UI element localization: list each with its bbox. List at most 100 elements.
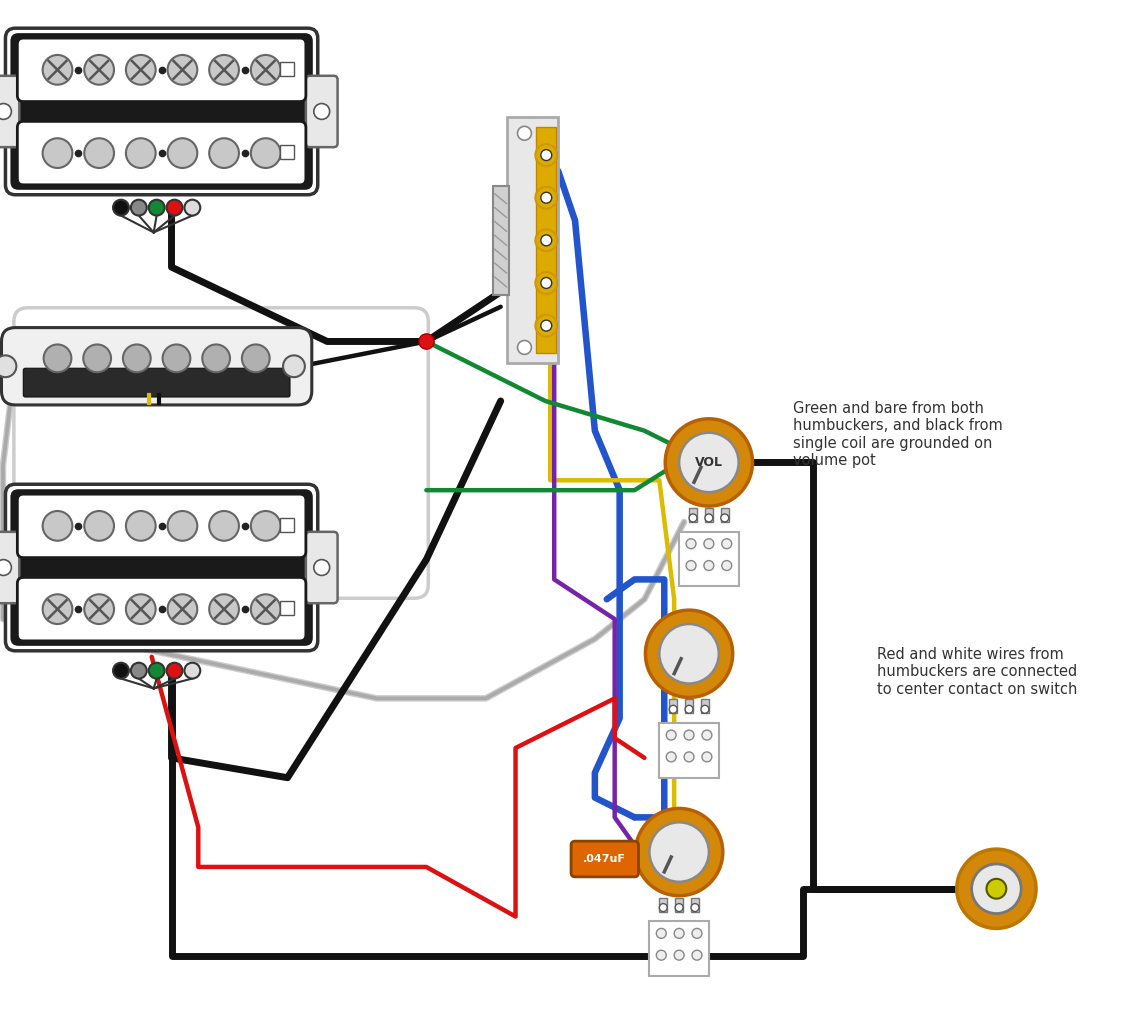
Circle shape [85,594,114,624]
Circle shape [659,904,667,911]
Circle shape [685,705,693,713]
Circle shape [202,344,230,372]
FancyBboxPatch shape [17,494,306,558]
Bar [680,532,738,586]
Bar [685,699,693,713]
FancyBboxPatch shape [0,532,19,604]
Circle shape [149,200,165,215]
Circle shape [674,929,684,938]
Circle shape [283,356,305,377]
Circle shape [123,344,150,372]
Circle shape [541,235,552,246]
Text: VOL: VOL [694,456,723,468]
Circle shape [956,849,1036,929]
FancyBboxPatch shape [17,577,306,641]
Bar [280,62,294,76]
Bar [280,602,294,615]
Circle shape [686,539,695,548]
Circle shape [43,55,72,85]
Circle shape [209,594,239,624]
Circle shape [702,752,712,762]
FancyBboxPatch shape [6,484,317,651]
Bar [704,508,712,522]
Circle shape [84,344,111,372]
Circle shape [649,822,709,882]
Circle shape [721,561,732,571]
Text: Green and bare from both
humbuckers, and black from
single coil are grounded on
: Green and bare from both humbuckers, and… [794,401,1003,468]
FancyBboxPatch shape [10,33,313,190]
Circle shape [665,419,753,506]
Circle shape [251,594,281,624]
Circle shape [251,55,281,85]
Circle shape [646,610,733,697]
Circle shape [689,514,697,522]
Circle shape [131,200,147,215]
Circle shape [535,230,558,251]
Bar [669,699,677,713]
Bar [492,186,508,295]
Circle shape [184,200,200,215]
Circle shape [721,539,732,548]
Bar [659,898,667,911]
FancyBboxPatch shape [24,368,290,397]
Bar [675,898,683,911]
Circle shape [535,145,558,166]
Circle shape [517,126,532,140]
Circle shape [126,511,156,541]
Circle shape [167,663,183,679]
Bar [536,127,557,354]
FancyBboxPatch shape [306,76,338,148]
Circle shape [535,315,558,336]
Circle shape [126,55,156,85]
Circle shape [987,878,1006,899]
FancyBboxPatch shape [0,76,19,148]
Circle shape [113,200,129,215]
Circle shape [703,561,714,571]
FancyBboxPatch shape [17,121,306,184]
Circle shape [541,193,552,203]
Circle shape [517,340,532,355]
Circle shape [149,663,165,679]
Circle shape [131,663,147,679]
Bar [659,724,719,778]
Circle shape [43,138,72,168]
Circle shape [251,138,281,168]
Circle shape [659,624,719,684]
Circle shape [684,752,694,762]
Circle shape [0,560,11,575]
Circle shape [701,705,709,713]
Circle shape [692,950,702,960]
Circle shape [692,929,702,938]
Circle shape [674,950,684,960]
Bar [689,508,697,522]
Circle shape [167,138,198,168]
Circle shape [184,663,200,679]
Circle shape [680,433,738,492]
Circle shape [163,344,191,372]
Circle shape [675,904,683,911]
Circle shape [702,730,712,740]
Circle shape [656,950,666,960]
Circle shape [684,730,694,740]
Circle shape [44,344,71,372]
Circle shape [669,705,677,713]
Bar [720,508,728,522]
FancyBboxPatch shape [571,842,639,876]
Circle shape [541,278,552,288]
Circle shape [85,138,114,168]
Bar [691,898,699,911]
Text: .047uF: .047uF [584,854,627,864]
Bar [507,118,558,363]
Circle shape [656,929,666,938]
Circle shape [126,594,156,624]
Circle shape [314,560,330,575]
Circle shape [535,187,558,209]
Circle shape [0,356,16,377]
Circle shape [126,138,156,168]
FancyBboxPatch shape [10,489,313,646]
Circle shape [209,138,239,168]
Circle shape [666,752,676,762]
Circle shape [43,511,72,541]
Circle shape [85,511,114,541]
Circle shape [686,561,695,571]
